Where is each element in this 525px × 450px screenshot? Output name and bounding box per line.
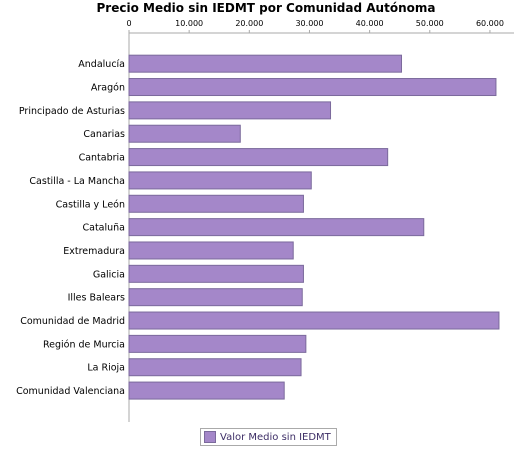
x-tick-label: 60.000 <box>476 19 504 28</box>
category-label: Canarias <box>83 129 125 140</box>
bar <box>128 78 497 97</box>
bar <box>128 358 302 377</box>
chart-title: Precio Medio sin IEDMT por Comunidad Aut… <box>97 1 436 15</box>
category-label: Comunidad Valenciana <box>16 386 125 397</box>
x-tick-label: 50.000 <box>416 19 444 28</box>
category-label: Cataluña <box>82 223 125 234</box>
x-tick-label: 30.000 <box>295 19 323 28</box>
x-tick-label: 40.000 <box>356 19 384 28</box>
bar <box>128 101 332 120</box>
bar <box>128 381 285 400</box>
category-label: La Rioja <box>87 363 125 374</box>
bar <box>128 311 500 330</box>
legend: Valor Medio sin IEDMT <box>200 428 337 446</box>
x-tick-label: 10.000 <box>175 19 203 28</box>
x-tick-label: 20.000 <box>235 19 263 28</box>
x-axis-ticks: 0 10.000 20.000 30.000 40.000 50.000 60.000 <box>126 19 504 33</box>
legend-swatch <box>204 431 216 443</box>
bar <box>128 194 304 213</box>
bar <box>128 124 241 143</box>
category-label: Extremadura <box>63 246 125 257</box>
category-label: Principado de Asturias <box>19 106 125 117</box>
category-label: Aragón <box>91 83 125 94</box>
bar <box>128 241 294 260</box>
bars-group <box>128 54 500 400</box>
category-label: Galicia <box>93 269 125 280</box>
bar <box>128 171 312 190</box>
legend-label: Valor Medio sin IEDMT <box>220 431 331 443</box>
category-label: Castilla y León <box>56 199 125 210</box>
bar <box>128 218 425 237</box>
category-labels: Andalucía Aragón Principado de Asturias Can… <box>16 59 125 397</box>
category-label: Región de Murcia <box>43 339 125 350</box>
bar <box>128 334 307 353</box>
category-label: Comunidad de Madrid <box>20 316 125 327</box>
x-tick-label: 0 <box>126 19 131 28</box>
category-label: Illes Balears <box>68 293 125 304</box>
bar <box>128 54 403 73</box>
bar <box>128 264 304 283</box>
category-label: Castilla - La Mancha <box>29 176 125 187</box>
category-label: Cantabria <box>79 153 125 164</box>
bar <box>128 148 389 167</box>
category-label: Andalucía <box>78 59 125 70</box>
bar <box>128 288 303 307</box>
